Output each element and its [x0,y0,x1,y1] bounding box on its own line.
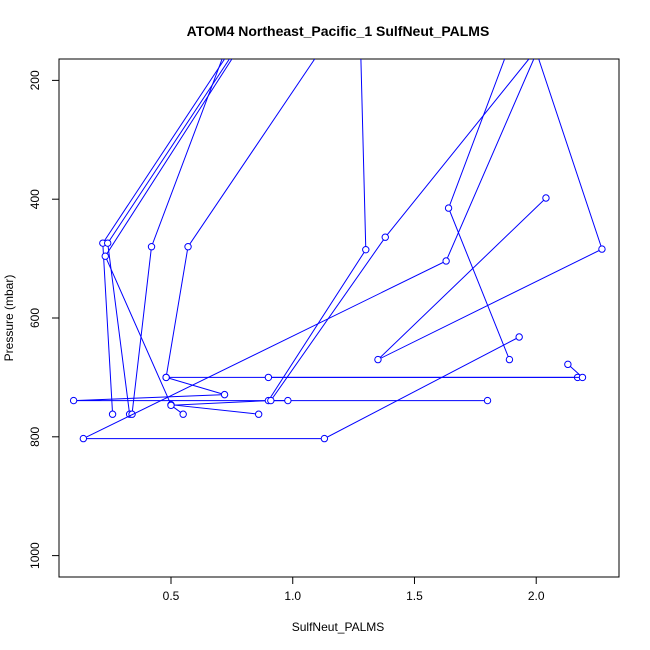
data-point [101,252,109,260]
y-axis-label: Pressure (mbar) [2,275,16,362]
x-tick-label: 0.5 [163,589,180,603]
series-line [169,59,367,415]
data-point [264,373,273,382]
series-line [104,59,259,415]
series-9 [79,59,535,443]
x-tick-label: 1.0 [284,589,301,603]
data-point [320,434,329,443]
data-point [69,396,78,405]
data-point [167,401,175,410]
series-line [131,59,223,415]
y-tick-label: 200 [28,70,42,90]
data-point [108,410,117,418]
data-point [147,243,156,251]
x-axis-label: SulfNeut_PALMS [292,620,385,634]
y-tick-label: 1000 [28,542,42,569]
data-point [515,333,523,341]
data-point [542,194,550,202]
series-5 [69,59,492,405]
data-point [362,245,370,254]
series-line [268,363,584,378]
data-point [284,396,292,405]
series-line [448,59,510,360]
series-7 [444,59,514,364]
x-tick-label: 1.5 [406,589,423,603]
x-axis: 0.5 1.0 1.5 2.0 [163,576,545,603]
data-point [564,360,572,369]
chart-title: ATOM4 Northeast_Pacific_1 SulfNeut_PALMS [187,23,490,39]
y-axis: 200 400 600 800 1000 [28,70,60,569]
data-point [267,396,275,405]
data-point [79,434,88,443]
y-tick-label: 400 [28,189,42,209]
series-layer [69,59,606,443]
data-point [184,243,192,251]
series-4 [128,59,223,418]
data-point [483,396,492,405]
data-point [442,257,450,265]
data-point [254,410,263,418]
series-12 [264,360,587,382]
data-point [505,355,514,364]
data-point [220,390,229,399]
y-tick-label: 600 [28,308,42,328]
series-10 [374,59,606,364]
data-point [162,373,170,382]
data-point [179,410,187,418]
series-1 [99,59,226,418]
series-line [73,59,488,402]
data-point [374,355,382,364]
data-point [578,373,587,382]
data-point [103,239,112,247]
series-2 [103,59,230,418]
x-tick-label: 2.0 [528,589,545,603]
y-tick-label: 800 [28,426,42,446]
series-line [102,59,226,415]
series-line [377,59,603,361]
data-point [444,204,453,212]
data-point [598,245,606,253]
data-point [381,233,389,241]
series-3 [101,59,263,418]
